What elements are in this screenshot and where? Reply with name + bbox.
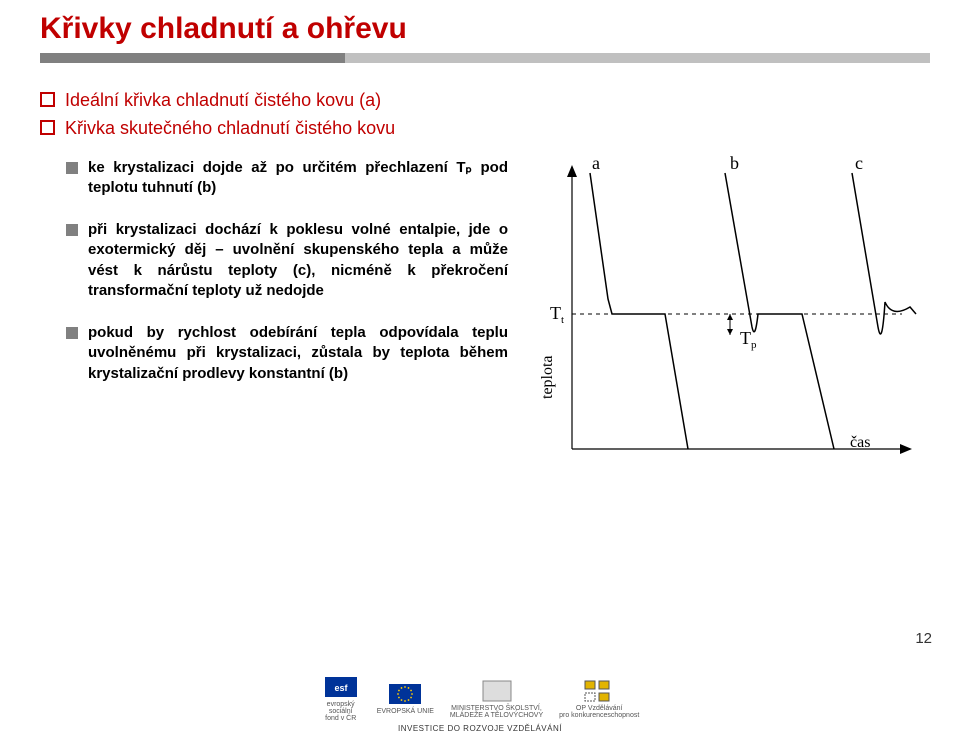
logo-caption-line: evropský [327,701,355,708]
svg-text:T: T [740,328,751,348]
svg-text:t: t [561,314,564,326]
bullet-l2: při krystalizaci dochází k poklesu volné… [66,220,520,301]
bullet-l2: ke krystalizaci dojde až po určitém přec… [66,158,520,199]
svg-text:p: p [751,339,757,351]
logo-caption-line: EVROPSKÁ UNIE [377,708,434,715]
content-area: Ideální křivka chladnutí čistého kovu (a… [0,67,960,406]
svg-text:teplota: teplota [540,355,556,399]
slide: Křivky chladnutí a ohřevu Ideální křivka… [0,0,960,743]
bullet-l1: Křivka skutečného chladnutí čistého kovu [40,117,520,140]
square-bullet-icon [40,92,55,107]
svg-text:T: T [550,303,561,323]
logo-caption-line: OP Vzdělávání [576,705,623,712]
underline-accent [40,53,345,63]
chart-svg: abcTtTpteplotačas [540,149,920,479]
logo-caption-line: MLÁDEŽE A TĚLOVÝCHOVY [450,712,543,719]
filled-square-icon [66,162,78,174]
bullet-l2-group: ke krystalizaci dojde až po určitém přec… [66,158,520,384]
esf-logo: esf evropskýsociálnífond v ČR [321,673,361,722]
logo-caption-line: sociální [329,708,353,715]
page-number: 12 [915,630,932,647]
svg-text:esf: esf [334,683,348,693]
square-bullet-icon [40,120,55,135]
svg-text:b: b [730,153,739,173]
filled-square-icon [66,327,78,339]
bullet-l2: pokud by rychlost odebírání tepla odpoví… [66,323,520,384]
eu-logo: EVROPSKÁ UNIE [377,680,434,715]
eu-logo-icon [385,680,425,708]
cooling-curves-chart: abcTtTpteplotačas [540,149,920,479]
msmt-logo-icon [477,677,517,705]
svg-text:c: c [855,153,863,173]
bullet-l2-text: ke krystalizaci dojde až po určitém přec… [88,158,508,199]
footer-logos: esf evropskýsociálnífond v ČR EVROPSKÁ UNI… [0,663,960,743]
msmt-logo: MINISTERSTVO ŠKOLSTVÍ,MLÁDEŽE A TĚLOVÝCH… [450,677,543,719]
bullet-l1: Ideální křivka chladnutí čistého kovu (a… [40,89,520,112]
right-column: abcTtTpteplotačas [540,89,920,406]
logo-caption-line: pro konkurenceschopnost [559,712,639,719]
opvk-logo-icon [579,677,619,705]
opvk-logo: OP Vzdělávánípro konkurenceschopnost [559,677,639,719]
bullet-l1-text: Ideální křivka chladnutí čistého kovu (a… [65,89,381,112]
page-title: Křivky chladnutí a ohřevu [40,12,920,47]
esf-logo-icon: esf [321,673,361,701]
title-row: Křivky chladnutí a ohřevu [0,12,960,47]
left-column: Ideální křivka chladnutí čistého kovu (a… [40,89,520,406]
bullet-l2-text: při krystalizaci dochází k poklesu volné… [88,220,508,301]
logo-caption-line: fond v ČR [325,715,356,722]
svg-text:a: a [592,153,600,173]
bullet-l1-text: Křivka skutečného chladnutí čistého kovu [65,117,395,140]
logo-caption-line: MINISTERSTVO ŠKOLSTVÍ, [451,705,542,712]
footer-caption: INVESTICE DO ROZVOJE VZDĚLÁVÁNÍ [398,724,562,733]
title-underline [0,53,960,67]
bullet-l2-text: pokud by rychlost odebírání tepla odpoví… [88,323,508,384]
filled-square-icon [66,224,78,236]
svg-text:čas: čas [850,434,870,451]
